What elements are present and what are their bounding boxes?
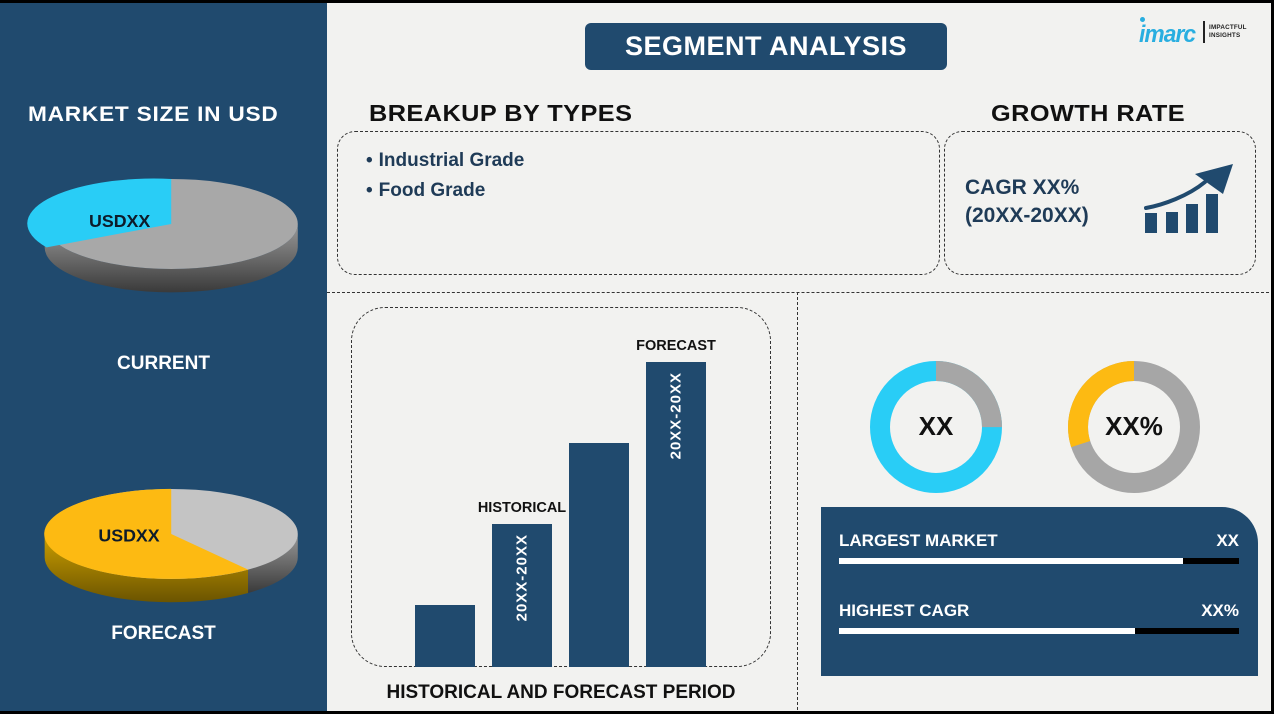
svg-text:XX: XX bbox=[919, 411, 954, 441]
svg-text:USDXX: USDXX bbox=[98, 525, 159, 545]
svg-text:USDXX: USDXX bbox=[89, 211, 150, 231]
svg-text:XX%: XX% bbox=[1105, 411, 1163, 441]
